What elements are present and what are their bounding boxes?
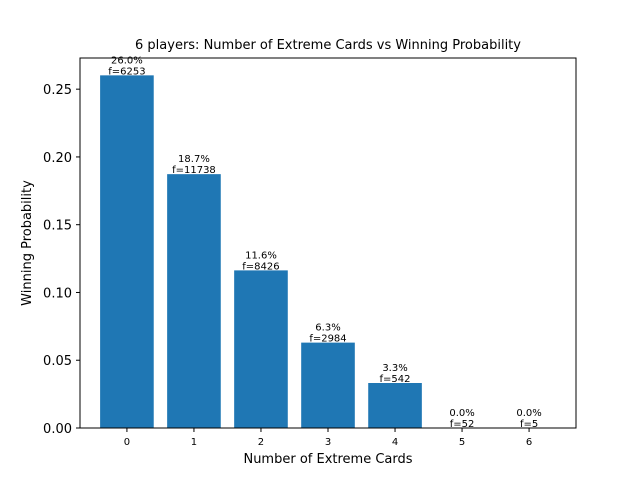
- bar-labels: 26.0%f=625318.7%f=1173811.6%f=84266.3%f=…: [108, 55, 542, 430]
- y-tick-label: 0.05: [43, 354, 72, 369]
- bar-0: [100, 75, 154, 428]
- bar-label-percent: 11.6%: [245, 250, 277, 261]
- chart-title: 6 players: Number of Extreme Cards vs Wi…: [135, 38, 521, 53]
- x-axis: 0 1 2 3 4 5 6: [124, 428, 532, 448]
- y-tick-label: 0.00: [43, 422, 72, 437]
- bar-label-frequency: f=8426: [242, 261, 279, 272]
- bar-1: [167, 174, 221, 428]
- bar-label-frequency: f=542: [380, 374, 411, 385]
- y-tick-label: 0.25: [43, 83, 72, 98]
- y-axis: 0.00 0.05 0.10 0.15 0.20 0.25: [43, 83, 80, 437]
- x-tick-label: 1: [191, 437, 197, 448]
- x-tick-label: 6: [526, 437, 532, 448]
- x-tick-label: 4: [392, 437, 398, 448]
- bar-label-percent: 0.0%: [516, 408, 541, 419]
- bar-2: [234, 270, 288, 428]
- y-tick-label: 0.10: [43, 286, 72, 301]
- x-tick-label: 5: [459, 437, 465, 448]
- x-tick-label: 2: [258, 437, 264, 448]
- bar-label-frequency: f=11738: [172, 165, 216, 176]
- x-tick-label: 3: [325, 437, 331, 448]
- x-axis-label: Number of Extreme Cards: [243, 452, 412, 467]
- bar-label-percent: 0.0%: [449, 408, 474, 419]
- y-tick-label: 0.20: [43, 151, 72, 166]
- bar-label-percent: 6.3%: [315, 323, 340, 334]
- bar-label-percent: 18.7%: [178, 154, 210, 165]
- bar-4: [368, 383, 422, 428]
- bar-label-percent: 3.3%: [382, 363, 407, 374]
- bar-label-frequency: f=6253: [108, 66, 145, 77]
- bar-label-frequency: f=2984: [309, 334, 346, 345]
- bar-label-percent: 26.0%: [111, 55, 143, 66]
- y-axis-label: Winning Probability: [20, 180, 35, 306]
- bar-label-frequency: f=52: [450, 419, 475, 430]
- bars: [100, 75, 422, 428]
- bar-3: [301, 342, 355, 428]
- y-tick-label: 0.15: [43, 219, 72, 234]
- x-tick-label: 0: [124, 437, 130, 448]
- bar-label-frequency: f=5: [520, 419, 538, 430]
